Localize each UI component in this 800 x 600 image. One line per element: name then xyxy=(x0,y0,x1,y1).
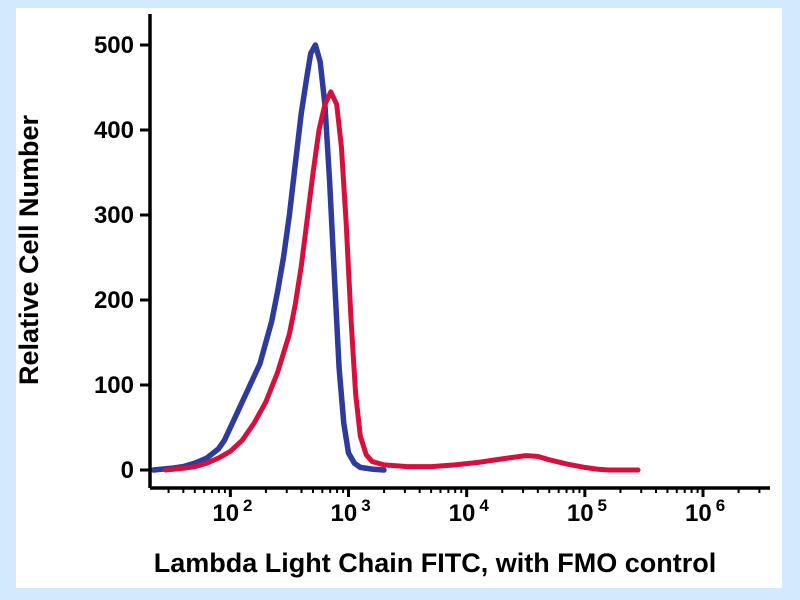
x-axis-title: Lambda Light Chain FITC, with FMO contro… xyxy=(154,548,716,578)
histogram-curves xyxy=(150,42,641,473)
y-tick-label: 100 xyxy=(94,372,134,399)
axis-tick-labels: 10 2 10 3 10 4 10 5 10 6 0 100 200 300 400 500 xyxy=(94,32,725,527)
x-tick-label: 10 4 xyxy=(449,496,490,527)
figure-background xyxy=(16,8,782,588)
x-tick-label: 10 5 xyxy=(567,496,607,527)
red-curve-path xyxy=(162,89,641,473)
x-tick-label: 10 2 xyxy=(212,496,252,527)
y-tick-label: 300 xyxy=(94,202,134,229)
blue-curve-path xyxy=(150,42,387,473)
y-tick-label: 0 xyxy=(121,457,134,484)
y-tick-label: 500 xyxy=(94,32,134,59)
x-tick-label: 10 3 xyxy=(331,496,371,527)
y-tick-label: 200 xyxy=(94,287,134,314)
y-axis-title: Relative Cell Number xyxy=(14,114,44,385)
x-tick-label: 10 6 xyxy=(685,496,725,527)
axes-lines xyxy=(148,14,770,490)
y-tick-label: 400 xyxy=(94,117,134,144)
